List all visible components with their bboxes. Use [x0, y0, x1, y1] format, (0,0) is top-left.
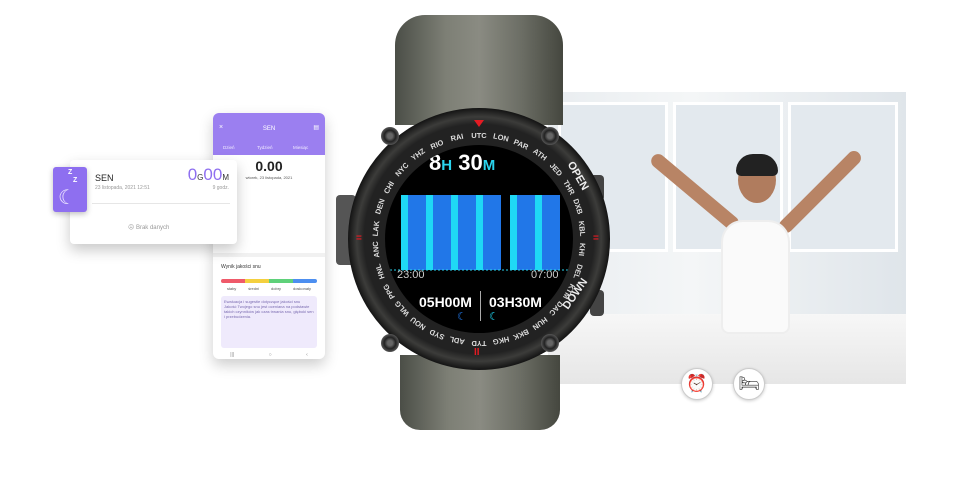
- recent-apps-icon[interactable]: |||: [230, 352, 235, 358]
- info-text: Jakość Twojego snu jest oceniana na pods…: [224, 304, 314, 319]
- sad-face-icon: ☹: [128, 225, 135, 231]
- phone-title: SEN: [262, 126, 276, 132]
- alarm-clock-icon: ⏰: [681, 368, 713, 400]
- back-icon[interactable]: ‹: [306, 352, 308, 358]
- sleep-bar-light: [510, 195, 517, 270]
- info-title: Ewaluacja i sugestie dotyczące jakości s…: [224, 299, 301, 304]
- divider: [213, 253, 325, 257]
- quality-title: Wynik jakości snu: [221, 264, 261, 270]
- hours-unit: H: [441, 157, 453, 174]
- sleep-bar-deep: [542, 195, 560, 270]
- card-minutes: 00: [203, 165, 223, 184]
- deep-sleep-moon-icon: ☾: [457, 311, 467, 323]
- sleep-date: wtorek, 23 listopada, 2021: [245, 175, 293, 180]
- tab-week[interactable]: Tydzień: [257, 145, 273, 150]
- sleep-bar-deep: [483, 195, 501, 270]
- empty-state: ☹ Brak danych: [128, 224, 169, 231]
- light-sleep-duration: 03H30M: [489, 294, 542, 310]
- card-minutes-unit: M: [222, 173, 229, 182]
- total-hours: 8: [429, 150, 442, 175]
- deep-sleep-duration: 05H00M: [419, 294, 472, 310]
- home-icon[interactable]: ○: [268, 352, 272, 358]
- sleep-value: 0.00: [255, 158, 283, 174]
- start-time: 23:00: [397, 269, 425, 281]
- close-icon[interactable]: ×: [219, 124, 224, 131]
- info-box: Ewaluacja i sugestie dotyczące jakości s…: [221, 296, 317, 348]
- divider: [480, 291, 481, 321]
- light-sleep-moon-icon: ☾: [489, 311, 499, 323]
- bed-icon: 🛏: [733, 368, 765, 400]
- city-label: LAK: [370, 220, 381, 237]
- man: [723, 222, 788, 332]
- sleep-bar-deep: [408, 195, 426, 270]
- card-datetime: 23 listopada, 2021 12:51: [95, 185, 150, 191]
- marker: =: [593, 233, 599, 244]
- sleep-moon-icon: Z Z ☾: [53, 167, 87, 212]
- watch-screen: 8H 30M 23:00 07:00 05H00M 03H30M ☾ ☾: [385, 145, 573, 333]
- sleep-bar-light: [426, 195, 433, 270]
- level-label: dobry: [271, 286, 282, 291]
- marker: II: [474, 347, 480, 358]
- marker: =: [356, 233, 362, 244]
- card-hours: 0: [187, 165, 198, 184]
- card-duration: 0G00M: [188, 165, 229, 185]
- end-time: 07:00: [531, 269, 559, 281]
- sleep-bar-deep: [517, 195, 535, 270]
- level-label: średni: [248, 286, 260, 291]
- card-title: SEN: [95, 173, 114, 183]
- sleeping-man-photo: [548, 92, 906, 384]
- sleep-bar-light: [401, 195, 408, 270]
- sleep-bar-deep: [458, 195, 476, 270]
- sleep-bar-light: [451, 195, 458, 270]
- minutes-unit: M: [482, 157, 496, 174]
- tab-month[interactable]: Miesiąc: [293, 145, 309, 150]
- city-label: UTC: [471, 130, 487, 140]
- city-label: TYD: [471, 338, 487, 348]
- total-minutes: 30: [458, 150, 483, 175]
- tab-day[interactable]: Dzień: [223, 145, 235, 150]
- sleep-card[interactable]: SEN 23 listopada, 2021 12:51 0G00M 9 god…: [70, 160, 237, 244]
- divider: [92, 203, 230, 204]
- sleep-chart: [390, 195, 568, 271]
- hair: [736, 154, 778, 176]
- level-label: słaby: [226, 286, 237, 291]
- phone-header: × SEN ▤ Dzień Tydzień Miesiąc: [213, 113, 325, 155]
- calendar-icon[interactable]: ▤: [313, 125, 319, 131]
- empty-text: Brak danych: [135, 225, 170, 231]
- sleep-bar-light: [535, 195, 542, 270]
- total-sleep: 8H 30M: [429, 150, 495, 176]
- quality-bar: [221, 279, 317, 283]
- card-hours-unit: G: [197, 173, 204, 182]
- city-label: ANC: [370, 241, 381, 259]
- marker-triangle: [474, 120, 484, 127]
- sleep-bar-light: [476, 195, 483, 270]
- watch-strap-top: [395, 15, 563, 125]
- sleep-bar-deep: [433, 195, 451, 270]
- level-label: doskonały: [292, 286, 311, 291]
- card-goal: 9 godz.: [212, 185, 229, 191]
